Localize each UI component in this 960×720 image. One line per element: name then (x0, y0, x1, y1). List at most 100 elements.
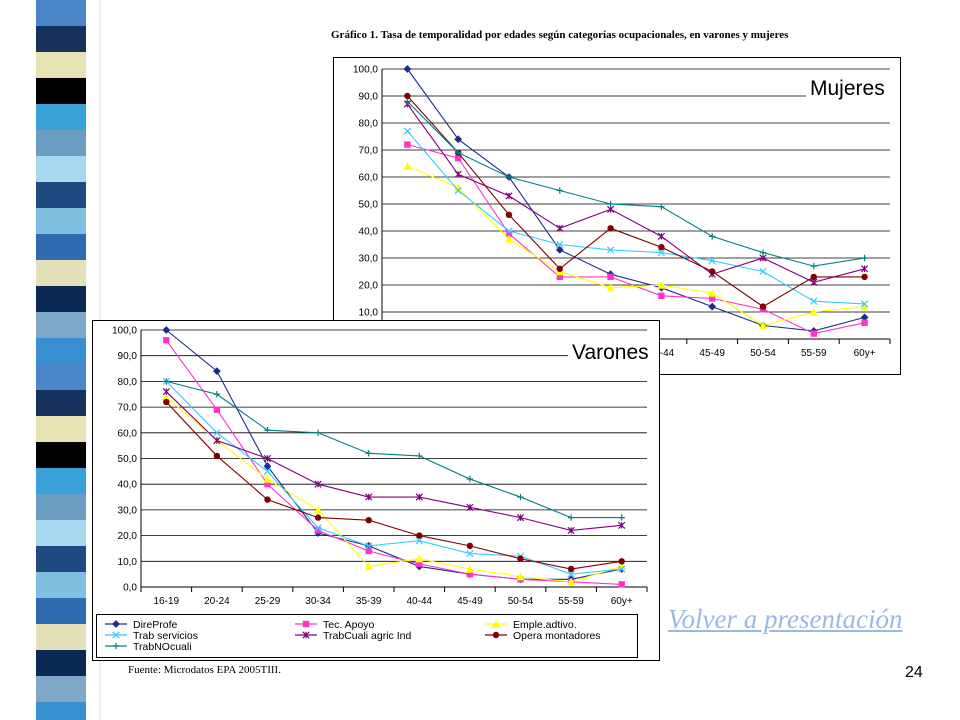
data-point-marker (416, 452, 423, 460)
data-point-marker (516, 513, 525, 522)
data-point-marker (606, 246, 615, 254)
data-point-marker (454, 135, 463, 144)
data-point-marker (861, 254, 868, 262)
bar-block (36, 416, 86, 442)
y-tick-label: 10,0 (359, 308, 379, 319)
data-point-marker (263, 462, 272, 471)
y-tick-label: 20,0 (118, 531, 138, 542)
data-point-marker (810, 273, 817, 281)
data-point-marker (213, 452, 221, 460)
x-tick-label: 50-54 (508, 596, 534, 607)
legend-label: TrabNOcuali (133, 641, 192, 653)
data-point-marker (607, 225, 614, 232)
data-point-marker (465, 564, 474, 573)
data-point-marker (555, 245, 564, 254)
series-line (165, 381, 622, 575)
data-point-marker (516, 572, 525, 581)
data-point-marker (606, 283, 615, 292)
y-tick-label: 70,0 (359, 146, 379, 157)
series-line (407, 165, 865, 327)
data-point-marker (505, 173, 513, 181)
bar-block (36, 520, 86, 546)
data-point-marker (618, 558, 625, 565)
series-emple-adtivo- (162, 392, 626, 586)
data-point-marker (162, 388, 170, 396)
y-tick-label: 50,0 (118, 454, 138, 465)
data-point-marker (657, 280, 666, 289)
y-tick-label: 10,0 (118, 557, 138, 568)
y-tick-label: 70,0 (118, 403, 138, 414)
chart-legend: DireProfe Tec. Apoyo Emple.adtivo. Trab ser… (96, 614, 638, 658)
data-point-marker (861, 319, 868, 326)
panel-label-bg (568, 339, 654, 363)
data-point-marker (556, 240, 564, 249)
y-tick-label: 30,0 (118, 505, 138, 516)
data-point-marker (163, 398, 170, 406)
data-point-marker (404, 141, 411, 148)
data-point-marker (264, 481, 271, 488)
data-point-marker (618, 521, 626, 529)
data-point-marker (314, 429, 322, 436)
data-point-marker (263, 474, 272, 483)
data-point-marker (810, 330, 817, 337)
chart-varones-svg: 0,0 10,0 20,0 30,0 40,0 50,0 60,0 70,0 80,0 90,0 1… (112, 326, 654, 607)
data-point-marker (466, 570, 474, 578)
data-point-marker (416, 532, 423, 539)
data-point-marker (657, 232, 666, 241)
y-tick-label: 30,0 (359, 254, 379, 265)
data-point-marker (415, 493, 423, 501)
y-tick-label: 50,0 (359, 200, 379, 211)
x-tick-label: 35-39 (356, 596, 382, 607)
data-point-marker (759, 249, 767, 256)
data-point-marker (567, 565, 575, 573)
series-line (406, 103, 865, 283)
data-point-marker (365, 493, 373, 501)
chart-varones: 0,0 10,0 20,0 30,0 40,0 50,0 60,0 70,0 80,0 90,0 1… (92, 320, 660, 661)
x-tick-label: 50-54 (750, 348, 776, 359)
series-opera-montadores (404, 92, 868, 310)
data-point-marker (302, 631, 310, 639)
series-trabnocuali (163, 378, 625, 521)
bar-block (36, 624, 86, 650)
data-point-marker (365, 547, 372, 555)
data-point-marker (809, 307, 818, 316)
data-point-marker (708, 257, 716, 265)
data-point-marker (759, 267, 767, 276)
y-tick-label: 80,0 (359, 119, 379, 130)
x-tick-label: 60y+ (611, 596, 633, 607)
chart-mujeres-svg: 10,0 20,0 30,0 40,0 50,0 60,0 70,0 80,0 90,0 100,… (353, 65, 894, 359)
data-point-marker (314, 527, 322, 534)
data-point-marker (810, 278, 818, 286)
legend-entry: DireProfe (105, 619, 178, 631)
data-point-marker (466, 475, 474, 483)
data-point-marker (860, 302, 869, 311)
bar-block (36, 468, 86, 494)
legend-entry: Tec. Apoyo (295, 619, 375, 631)
x-tick-label: 25-29 (255, 596, 281, 607)
data-point-marker (491, 619, 501, 628)
data-point-marker (455, 154, 462, 162)
back-to-presentation-link[interactable]: Volver a presentación (668, 604, 903, 634)
bar-block (36, 260, 86, 286)
data-point-marker (365, 450, 372, 457)
slide-number: 24 (905, 664, 923, 681)
bar-block (36, 78, 86, 104)
x-tick-label: 60y+ (854, 348, 876, 359)
y-tick-label: 100,0 (112, 326, 137, 337)
data-point-marker (810, 297, 818, 305)
bar-block (36, 208, 86, 234)
y-tick-label: 40,0 (359, 227, 379, 238)
legend-label: TrabCuali agric Ind (323, 630, 411, 642)
legend-entry: Trab servicios (105, 630, 198, 642)
y-tick-label: 80,0 (118, 377, 138, 388)
y-tick-label: 20,0 (359, 281, 379, 292)
bar-block (36, 286, 86, 312)
y-tick-label: 0,0 (123, 583, 137, 594)
x-tick-label: 55-59 (801, 348, 827, 359)
bar-block (36, 234, 86, 260)
legend-label: Trab servicios (133, 630, 198, 642)
x-tick-label: 55-59 (558, 596, 584, 607)
legend-entry: TrabCuali agric Ind (295, 630, 411, 642)
data-point-marker (403, 65, 412, 73)
bar-block (36, 650, 86, 676)
